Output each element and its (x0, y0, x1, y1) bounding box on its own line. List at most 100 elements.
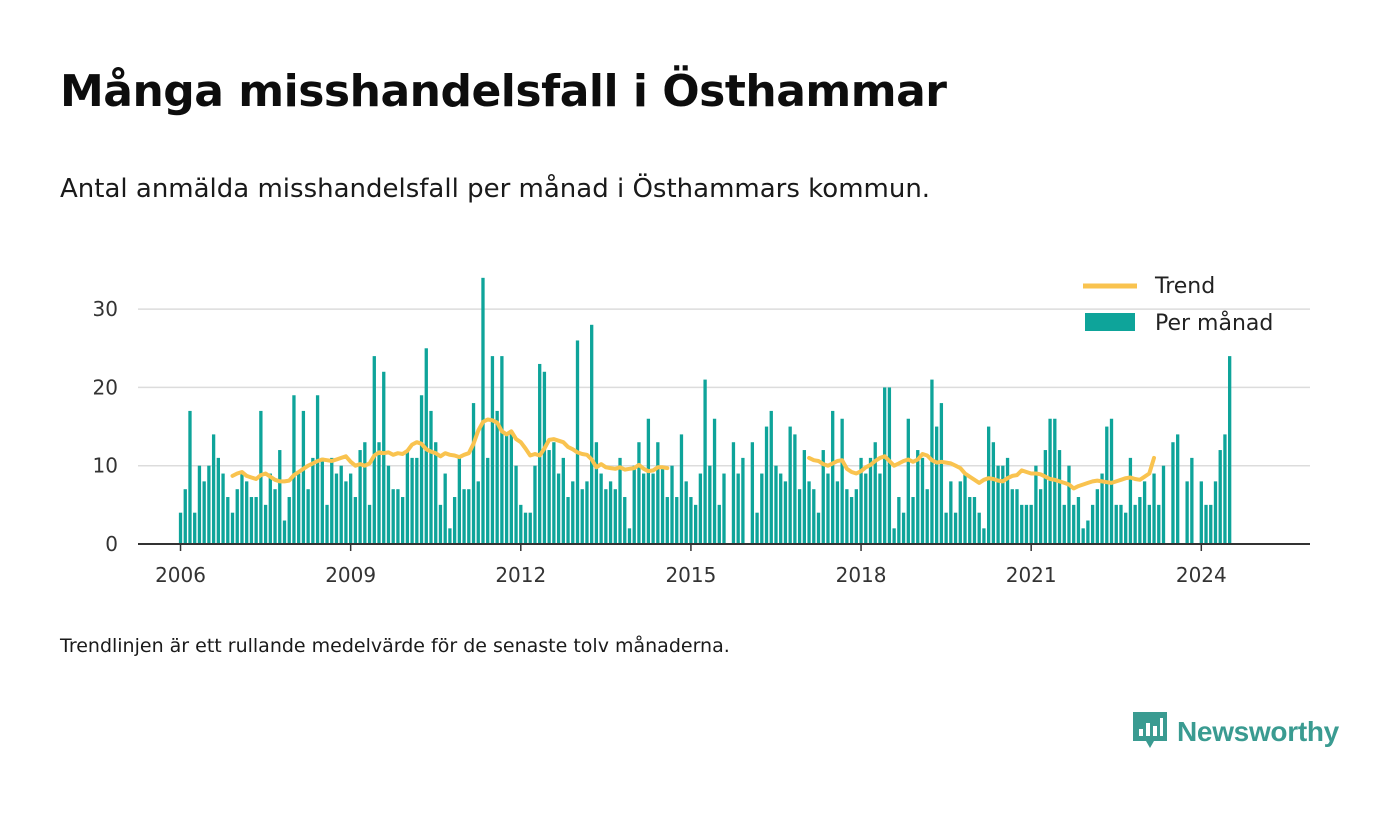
trend-lines (230, 417, 1156, 491)
bar (542, 371, 547, 544)
bar (382, 371, 386, 544)
bar (207, 465, 211, 544)
bar (193, 512, 197, 544)
bar (230, 512, 235, 544)
bar (235, 489, 239, 544)
bar (760, 473, 764, 544)
bar (854, 489, 858, 544)
bar (571, 481, 575, 544)
brand-name: Newsworthy (1177, 716, 1339, 747)
y-tick-label: 30 (93, 297, 118, 321)
bar (826, 473, 830, 544)
bar (278, 450, 282, 544)
gridlines (138, 308, 1310, 467)
axes: 0 10 20 30 2006 2009 2012 2015 2018 2021 2024 (93, 297, 1310, 587)
bar (679, 434, 684, 544)
bar (1114, 504, 1118, 544)
bar (240, 473, 244, 544)
x-tick-label: 2018 (836, 563, 887, 587)
x-tick-label: 2006 (155, 563, 206, 587)
bar (500, 356, 504, 544)
bar (1005, 457, 1010, 544)
bar (986, 426, 991, 544)
newsworthy-logo[interactable]: Newsworthy (1133, 712, 1339, 752)
bar (1138, 497, 1142, 544)
bar (972, 497, 977, 544)
monthly-bars (178, 277, 1232, 544)
bar (816, 512, 821, 544)
bar (920, 457, 925, 544)
bar (901, 512, 906, 544)
bar (627, 528, 632, 544)
bar (665, 497, 669, 544)
bar (797, 489, 802, 544)
bar (883, 387, 887, 544)
bar (429, 410, 433, 544)
bar (178, 512, 183, 544)
bar (410, 457, 414, 544)
bar (297, 473, 301, 544)
bar (637, 442, 641, 544)
bar (1020, 504, 1024, 544)
bar (1185, 481, 1189, 544)
bar (1038, 489, 1043, 544)
bar (486, 457, 490, 544)
bar (840, 418, 844, 544)
bar (859, 457, 863, 544)
x-tick-label: 2015 (665, 563, 716, 587)
bar (448, 528, 452, 544)
bar (330, 457, 334, 544)
bar (892, 528, 896, 544)
bar (717, 504, 721, 544)
bar (1213, 481, 1218, 544)
bar (396, 489, 400, 544)
y-tick-label: 10 (93, 454, 118, 478)
bar (216, 457, 220, 544)
bar (287, 497, 291, 544)
bar (377, 442, 381, 544)
bar (1124, 512, 1128, 544)
bar (656, 442, 660, 544)
bar (925, 489, 929, 544)
bar (977, 512, 981, 544)
bar (1001, 465, 1005, 544)
bar (887, 387, 892, 544)
bar (1204, 504, 1208, 544)
bar (642, 473, 646, 544)
bar (873, 442, 877, 544)
bar (1133, 504, 1137, 544)
bar (1209, 504, 1213, 544)
bar (755, 512, 759, 544)
bar (344, 481, 348, 544)
bar (183, 489, 187, 544)
bar (1218, 450, 1222, 544)
bar (339, 465, 343, 544)
bar (1199, 481, 1203, 544)
bar (1034, 465, 1038, 544)
bar (353, 497, 358, 544)
bar (953, 512, 958, 544)
bar (864, 473, 868, 544)
bar (556, 473, 561, 544)
bar (1015, 489, 1019, 544)
bar (386, 465, 391, 544)
bar (1147, 504, 1151, 544)
bar (273, 489, 277, 544)
trend-line (230, 417, 670, 484)
bar (504, 434, 509, 544)
bar (1067, 465, 1071, 544)
x-tick-label: 2021 (1006, 563, 1057, 587)
bar (452, 497, 457, 544)
bar (1157, 504, 1161, 544)
bar (197, 465, 202, 544)
bar (1090, 504, 1095, 544)
legend-trend-label: Trend (1154, 274, 1215, 299)
bar (188, 410, 192, 544)
bar (684, 481, 688, 544)
bar (495, 410, 499, 544)
bar (226, 497, 230, 544)
bar (1081, 528, 1085, 544)
bar (935, 426, 939, 544)
bar (646, 418, 651, 544)
bar (783, 481, 788, 544)
